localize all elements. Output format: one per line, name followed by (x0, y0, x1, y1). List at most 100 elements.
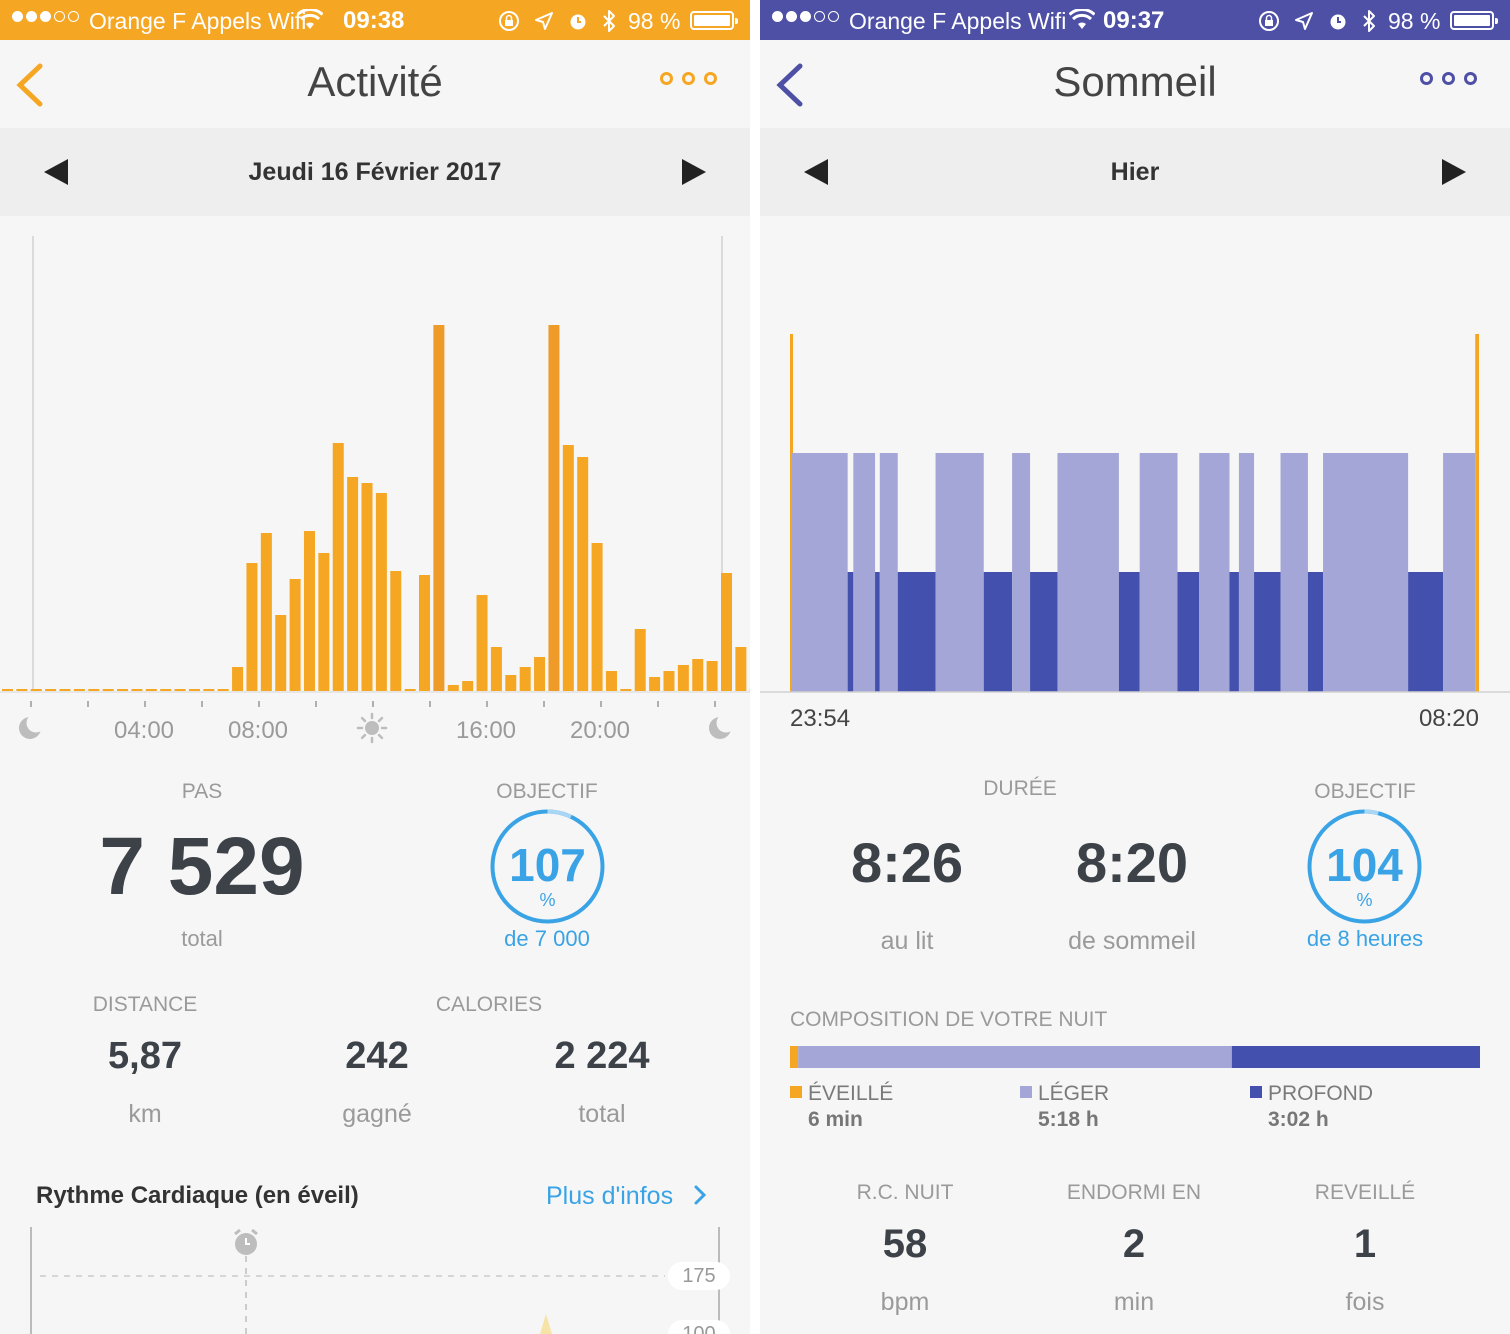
rotation-lock-icon (1259, 11, 1279, 31)
more-dots-icon[interactable] (1420, 72, 1477, 85)
sleep-segment-deep (1030, 572, 1058, 692)
chevron-left-icon[interactable] (774, 62, 806, 108)
activity-bar (649, 677, 661, 691)
activity-chart-svg: 04:00 08:00 16:00 20:00 (0, 236, 750, 744)
activity-bar (677, 665, 689, 691)
composition-bar (790, 1046, 1480, 1068)
status-time: 09:38 (343, 7, 405, 34)
steps-caption: PAS (181, 780, 223, 803)
activity-bar (548, 325, 560, 691)
previous-day-arrow-icon[interactable] (804, 159, 828, 185)
goal-caption: OBJECTIF (496, 780, 598, 803)
location-icon (1295, 12, 1313, 30)
heart-rate-tick-175: 175 (668, 1262, 730, 1290)
heart-rate-more-link[interactable]: Plus d'infos (546, 1182, 708, 1211)
activity-bar (692, 659, 704, 691)
activity-bar (88, 689, 100, 691)
activity-bar (562, 445, 574, 691)
activity-bar (203, 689, 215, 691)
sun-icon (356, 712, 388, 744)
woke-caption: REVEILLÉ (1314, 1181, 1416, 1204)
x-tick-label: 20:00 (570, 717, 630, 744)
goal-percent: 107 (509, 839, 586, 891)
activity-bar (289, 579, 301, 691)
sleep-segment-deep (1229, 572, 1239, 692)
nav-bar: Sommeil (760, 40, 1510, 128)
chevron-left-icon[interactable] (14, 62, 46, 108)
sleep-segment-awake (1475, 334, 1479, 692)
light-swatch (1020, 1086, 1032, 1099)
activity-bar (275, 615, 287, 691)
deep-value: 3:02 h (1268, 1108, 1329, 1131)
activity-bar (16, 689, 28, 691)
heart-rate-title: Rythme Cardiaque (en éveil) (36, 1182, 359, 1209)
x-tick-label: 04:00 (114, 717, 174, 744)
goal-progress-ring: 104 % (1306, 808, 1423, 925)
woke-value: 1 (1353, 1222, 1377, 1266)
calories-earned-label: gagné (342, 1100, 412, 1128)
sleep-label: de sommeil (1068, 927, 1196, 955)
next-day-arrow-icon[interactable] (1442, 159, 1466, 185)
activity-bar (735, 647, 747, 691)
activity-bar (447, 685, 459, 691)
activity-bar (131, 689, 143, 691)
nav-bar: Activité (0, 40, 750, 128)
sleep-chart[interactable]: 23:54 08:20 (760, 216, 1510, 776)
activity-bar (591, 543, 603, 691)
sleep-segment-deep (1118, 572, 1140, 692)
more-dots-icon[interactable] (660, 72, 717, 85)
battery-icon (1450, 11, 1498, 30)
carrier-label: Orange F Appels Wifi (89, 8, 307, 34)
goal-caption: OBJECTIF (1314, 780, 1416, 803)
signal-dots-icon (772, 9, 839, 22)
rotation-lock-icon (499, 11, 519, 31)
heart-rate-tick-partial: 100 (668, 1320, 730, 1334)
distance-value: 5,87 (108, 1035, 182, 1077)
activity-bar (102, 689, 114, 691)
carrier-label: Orange F Appels Wifi (849, 8, 1067, 34)
composition-light (798, 1046, 1232, 1068)
steps-sub: total (181, 926, 223, 951)
in-bed-label: au lit (880, 927, 934, 955)
sleep-segment-deep (875, 572, 880, 692)
activity-bar (634, 629, 646, 691)
activity-chart[interactable]: 04:00 08:00 16:00 20:00 (0, 216, 750, 776)
activity-bar (117, 689, 129, 691)
signal-dots-icon (12, 9, 79, 22)
alarm-icon (570, 14, 586, 30)
status-time: 09:37 (1103, 7, 1165, 34)
x-tick-label: 16:00 (456, 717, 516, 744)
activity-bar (505, 675, 517, 691)
more-info-label: Plus d'infos (546, 1182, 674, 1210)
activity-bar (260, 533, 272, 691)
location-icon (535, 12, 553, 30)
activity-bar (303, 531, 315, 691)
night-hr-value: 58 (882, 1222, 928, 1266)
activity-bar (188, 689, 200, 691)
moon-icon (19, 713, 46, 739)
ring-overflow (547, 809, 572, 819)
date-selector: Hier (760, 128, 1510, 216)
date-label: Hier (1110, 158, 1160, 186)
sleep-segment-light (1443, 453, 1476, 692)
x-end-label: 08:20 (1419, 705, 1479, 732)
x-start-label: 23:54 (790, 705, 850, 732)
fell-asleep-value: 2 (1122, 1222, 1146, 1266)
heart-rate-chart (30, 1227, 720, 1334)
activity-bar (160, 689, 172, 691)
previous-day-arrow-icon[interactable] (44, 159, 68, 185)
steps-value: 7 529 (99, 821, 305, 912)
activity-bar (476, 595, 488, 691)
next-day-arrow-icon[interactable] (682, 159, 706, 185)
activity-bar (59, 689, 71, 691)
distance-unit: km (128, 1100, 162, 1128)
activity-bar (462, 681, 474, 691)
sleep-segment-deep (983, 572, 1013, 692)
goal-percent: 104 (1326, 839, 1403, 891)
sleep-segment-light (1323, 453, 1409, 692)
legend-awake: ÉVEILLÉ 6 min (790, 1082, 893, 1132)
fell-asleep-unit: min (1113, 1288, 1155, 1316)
legend-light: LÉGER 5:18 h (1020, 1082, 1109, 1132)
calories-earned-value: 242 (345, 1035, 409, 1077)
activity-bar (246, 563, 258, 691)
